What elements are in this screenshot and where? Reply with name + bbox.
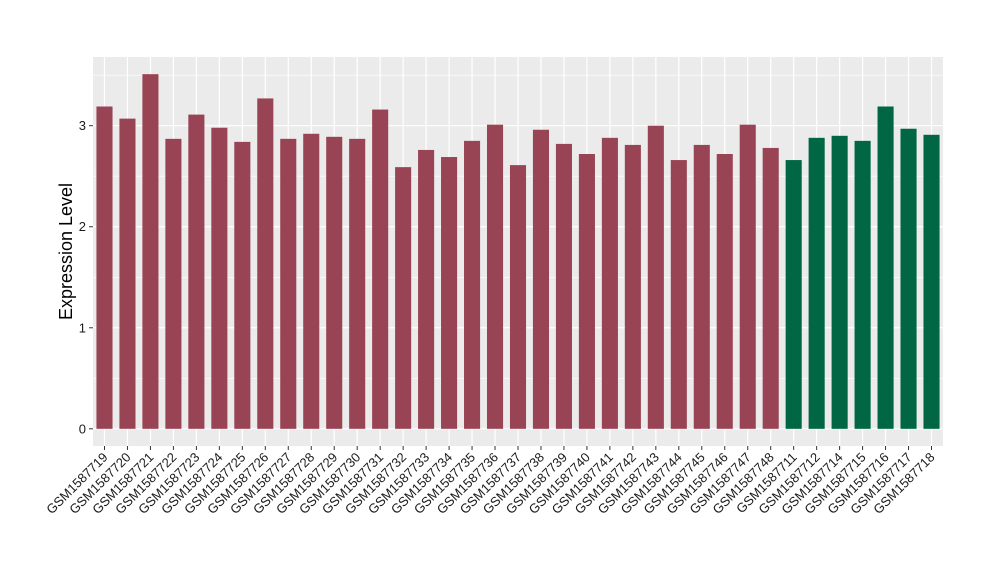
bar-GSM1587718 xyxy=(923,134,940,429)
y-tick-label: 1 xyxy=(79,320,86,335)
y-tick-label: 0 xyxy=(79,421,86,436)
bar-GSM1587744 xyxy=(670,160,687,429)
bar-GSM1587716 xyxy=(877,106,894,429)
bar-GSM1587736 xyxy=(486,124,504,429)
bar-GSM1587733 xyxy=(418,149,435,429)
bar-GSM1587726 xyxy=(257,98,274,429)
bar-GSM1587714 xyxy=(831,135,848,429)
bar-GSM1587739 xyxy=(555,143,572,429)
bar-GSM1587723 xyxy=(188,114,205,429)
bar-GSM1587740 xyxy=(578,153,595,429)
bar-series xyxy=(96,74,940,429)
bar-GSM1587712 xyxy=(808,137,825,429)
bar-GSM1587741 xyxy=(601,137,618,429)
bar-GSM1587728 xyxy=(303,133,320,429)
bar-GSM1587711 xyxy=(785,160,802,429)
bar-GSM1587737 xyxy=(509,165,527,429)
bar-GSM1587729 xyxy=(326,136,343,429)
bar-GSM1587730 xyxy=(349,138,366,429)
bar-GSM1587743 xyxy=(647,125,664,429)
bar-GSM1587734 xyxy=(441,157,458,429)
bar-GSM1587745 xyxy=(693,144,710,429)
y-axis-title: Expression Level xyxy=(56,183,76,320)
y-axis: 0 1 2 3 xyxy=(79,118,93,436)
x-axis: GSM1587719GSM1587720GSM1587721GSM1587722… xyxy=(43,446,938,517)
bar-GSM1587746 xyxy=(716,153,733,429)
bar-GSM1587722 xyxy=(165,138,182,429)
bar-GSM1587719 xyxy=(96,106,113,429)
bar-GSM1587721 xyxy=(142,74,159,429)
bar-GSM1587715 xyxy=(854,140,871,429)
bar-GSM1587727 xyxy=(280,138,297,429)
bar-GSM1587747 xyxy=(739,124,756,429)
bar-GSM1587742 xyxy=(624,144,641,429)
bar-GSM1587724 xyxy=(211,127,228,429)
bar-GSM1587738 xyxy=(532,129,550,429)
bar-GSM1587732 xyxy=(395,167,412,429)
y-tick-label: 2 xyxy=(79,219,86,234)
bar-GSM1587725 xyxy=(234,141,251,429)
bar-GSM1587717 xyxy=(900,128,917,429)
bar-GSM1587748 xyxy=(762,147,779,429)
bar-GSM1587735 xyxy=(464,140,481,429)
y-tick-label: 3 xyxy=(79,118,86,133)
bar-GSM1587731 xyxy=(372,109,389,429)
bar-GSM1587720 xyxy=(119,118,136,429)
